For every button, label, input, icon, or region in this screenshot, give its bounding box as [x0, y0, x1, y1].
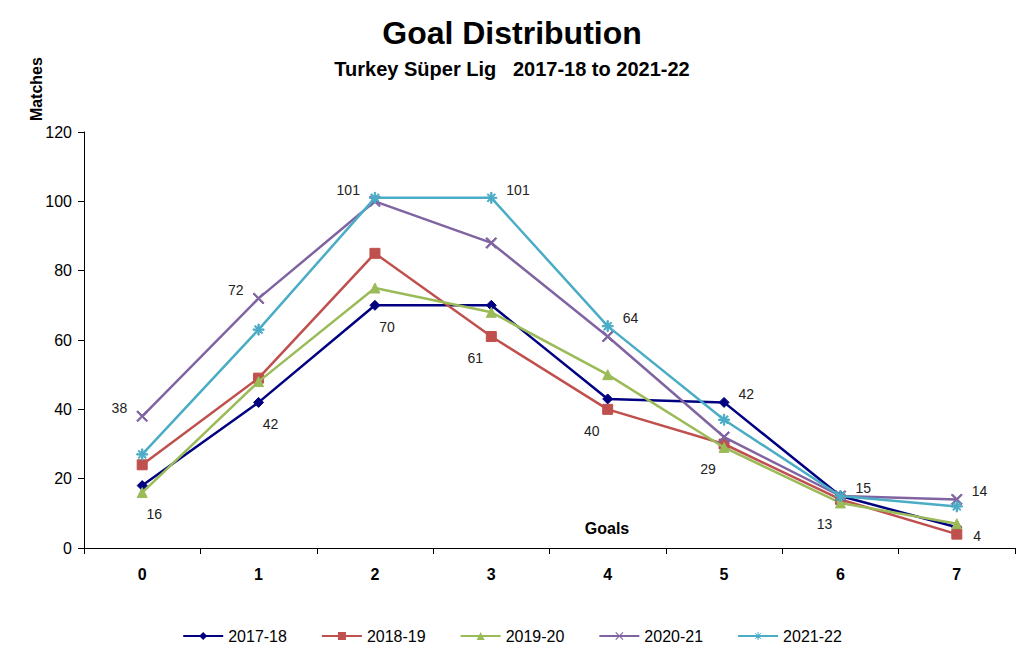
- svg-text:16: 16: [146, 506, 162, 522]
- svg-text:2018-19: 2018-19: [367, 628, 426, 645]
- svg-text:40: 40: [54, 401, 72, 418]
- svg-text:29: 29: [700, 461, 716, 477]
- svg-text:2: 2: [370, 566, 379, 583]
- svg-text:Turkey Süper Lig 2017-18 to: Turkey Süper Lig 2017-18 to 2021-22: [334, 58, 689, 80]
- svg-text:42: 42: [263, 416, 279, 432]
- svg-text:64: 64: [623, 310, 639, 326]
- svg-text:72: 72: [228, 282, 244, 298]
- svg-text:1: 1: [254, 566, 263, 583]
- svg-text:120: 120: [45, 124, 72, 141]
- svg-text:101: 101: [337, 182, 361, 198]
- svg-text:100: 100: [45, 193, 72, 210]
- svg-text:Goals: Goals: [585, 520, 630, 537]
- svg-text:40: 40: [584, 423, 600, 439]
- svg-text:60: 60: [54, 332, 72, 349]
- svg-text:0: 0: [138, 566, 147, 583]
- svg-text:6: 6: [836, 566, 845, 583]
- svg-text:4: 4: [603, 566, 612, 583]
- svg-text:0: 0: [63, 540, 72, 557]
- svg-text:4: 4: [973, 528, 981, 544]
- svg-text:2020-21: 2020-21: [644, 628, 703, 645]
- svg-text:2017-18: 2017-18: [228, 628, 287, 645]
- svg-text:38: 38: [112, 400, 128, 416]
- svg-text:42: 42: [739, 386, 755, 402]
- svg-text:Matches: Matches: [28, 57, 45, 121]
- svg-text:70: 70: [379, 319, 395, 335]
- svg-text:7: 7: [952, 566, 961, 583]
- svg-text:13: 13: [817, 516, 833, 532]
- svg-text:5: 5: [720, 566, 729, 583]
- svg-text:15: 15: [855, 480, 871, 496]
- svg-text:80: 80: [54, 262, 72, 279]
- svg-text:2019-20: 2019-20: [506, 628, 565, 645]
- svg-text:3: 3: [487, 566, 496, 583]
- svg-text:61: 61: [468, 350, 484, 366]
- svg-text:2021-22: 2021-22: [783, 628, 842, 645]
- svg-text:20: 20: [54, 470, 72, 487]
- svg-text:101: 101: [506, 182, 530, 198]
- svg-text:Goal Distribution: Goal Distribution: [382, 15, 642, 51]
- svg-text:14: 14: [972, 483, 988, 499]
